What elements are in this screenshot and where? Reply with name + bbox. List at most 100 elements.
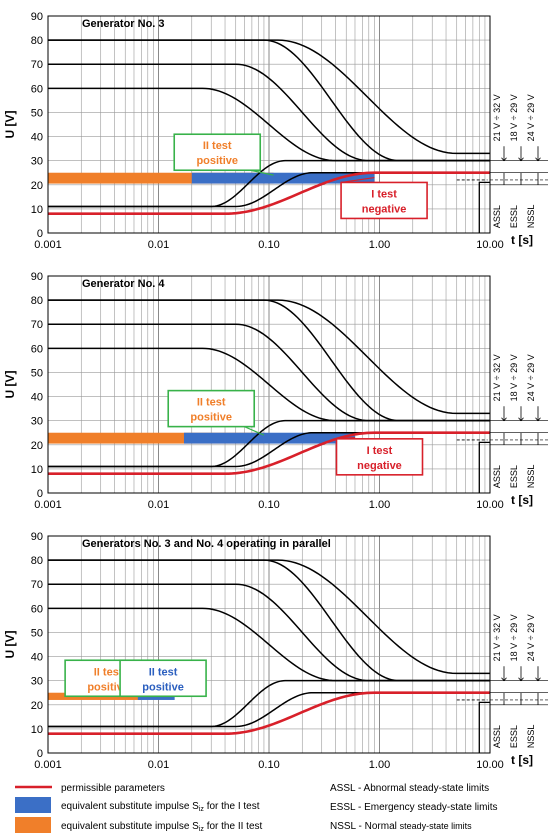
y-tick-label: 40 xyxy=(31,132,43,144)
label-line1: II test xyxy=(203,140,232,152)
limits-annotation: 21 V ÷ 32 V ASSL 18 V ÷ 29 V ESSL 24 V ÷ 29 … xyxy=(490,536,548,753)
chart-panel-2: 21 V ÷ 32 V ASSL 18 V ÷ 29 V ESSL 24 V ÷ 29 … xyxy=(3,271,548,511)
y-tick-label: 60 xyxy=(31,83,43,95)
x-tick-label: 10.00 xyxy=(476,759,504,771)
limit-name-label: NSSL xyxy=(526,725,536,749)
label-line2: negative xyxy=(362,203,407,215)
x-tick-label: 0.001 xyxy=(34,239,62,251)
x-axis-label: t [s] xyxy=(511,753,533,767)
legend-impulse-II-swatch xyxy=(15,817,51,833)
lower-step-line xyxy=(478,701,490,753)
label-pointer xyxy=(340,176,375,184)
upper-limit-curve xyxy=(48,559,490,682)
chart-panel-1: 21 V ÷ 32 V ASSL 18 V ÷ 29 V ESSL 24 V ÷ 29 … xyxy=(3,11,548,251)
limit-name-label: ESSL xyxy=(509,465,519,488)
legend-nssl-label: NSSL - Normal steady-state limits xyxy=(330,821,472,832)
upper-limit-curve xyxy=(48,39,490,162)
y-tick-label: 80 xyxy=(31,35,43,47)
y-tick-label: 80 xyxy=(31,295,43,307)
upper-limit-curve xyxy=(48,299,490,422)
legend-text-part: equivalent substitute impulse S xyxy=(61,801,199,812)
lower-step-line xyxy=(478,181,490,233)
legend-text-part: iz xyxy=(199,806,205,813)
y-axis-label: U [V] xyxy=(3,631,17,659)
limit-name-label: ASSL xyxy=(492,725,502,748)
x-axis-label: t [s] xyxy=(511,493,533,507)
range-label: 24 V ÷ 29 V xyxy=(526,94,536,141)
upper-limit-curve xyxy=(48,299,490,415)
label-line2: negative xyxy=(357,460,402,472)
permissible-curve xyxy=(48,171,490,216)
label-line1: I test xyxy=(367,445,393,457)
chart-title: Generator No. 3 xyxy=(82,18,165,30)
x-tick-label: 10.00 xyxy=(476,499,504,511)
impulse-II-bar xyxy=(48,432,264,444)
limit-name-label: NSSL xyxy=(526,465,536,489)
y-tick-label: 50 xyxy=(31,107,43,119)
lower-limit-curve xyxy=(48,691,490,728)
permissible-curve xyxy=(48,431,490,476)
plot-frame xyxy=(47,535,491,754)
impulse-I-bar xyxy=(191,172,375,184)
x-tick-label: 0.01 xyxy=(148,759,169,771)
label-box xyxy=(335,438,424,476)
upper-limit-curve xyxy=(48,87,490,162)
legend: permissible parameters equivalent substit… xyxy=(15,783,497,833)
legend-impulse-II-label: equivalent substitute impulse Siz for th… xyxy=(61,821,263,833)
arrow-head xyxy=(501,677,507,682)
limits-strip xyxy=(490,536,548,753)
y-tick-label: 40 xyxy=(31,392,43,404)
y-tick-label: 70 xyxy=(31,579,43,591)
label-box xyxy=(119,659,207,698)
range-label: 21 V ÷ 32 V xyxy=(492,614,502,661)
label-line1: I test xyxy=(371,188,397,200)
label-line2: positive xyxy=(87,681,129,693)
x-tick-label: 0.001 xyxy=(34,759,62,771)
legend-permissible-label: permissible parameters xyxy=(61,783,165,794)
y-tick-label: 0 xyxy=(37,748,43,760)
impulse-II-bar xyxy=(48,172,274,184)
legend-text-part: steady-state limits xyxy=(400,821,473,831)
y-tick-label: 50 xyxy=(31,367,43,379)
permissible-curve xyxy=(48,691,490,736)
x-tick-label: 0.01 xyxy=(148,239,169,251)
chart-title: Generators No. 3 and No. 4 operating in … xyxy=(82,538,331,550)
range-label: 21 V ÷ 32 V xyxy=(492,94,502,141)
arrow-head xyxy=(518,677,524,682)
limit-name-label: ASSL xyxy=(492,205,502,228)
range-label: 18 V ÷ 29 V xyxy=(509,354,519,401)
y-tick-label: 40 xyxy=(31,652,43,664)
plot-frame xyxy=(47,275,491,494)
lower-limit-curve xyxy=(48,159,490,208)
limit-name-label: ASSL xyxy=(492,465,502,488)
x-tick-label: 0.001 xyxy=(34,499,62,511)
range-label: 24 V ÷ 29 V xyxy=(526,614,536,661)
y-tick-label: 30 xyxy=(31,156,43,168)
upper-limit-curve xyxy=(48,607,490,682)
y-tick-label: 90 xyxy=(31,271,43,283)
lower-limit-curve xyxy=(48,431,490,468)
arrow-head xyxy=(535,157,541,162)
chart-panel-3: 21 V ÷ 32 V ASSL 18 V ÷ 29 V ESSL 24 V ÷ 29 … xyxy=(3,531,548,771)
range-label: 18 V ÷ 29 V xyxy=(509,94,519,141)
y-tick-label: 50 xyxy=(31,627,43,639)
x-tick-label: 1.00 xyxy=(369,499,390,511)
legend-text-part: NSSL - Normal xyxy=(330,821,400,832)
y-tick-label: 90 xyxy=(31,531,43,543)
upper-limit-curve xyxy=(48,347,490,422)
chart-title: Generator No. 4 xyxy=(82,278,165,290)
legend-impulse-I-swatch xyxy=(15,797,51,813)
x-tick-label: 0.10 xyxy=(258,239,279,251)
impulse-I-bar xyxy=(183,432,355,444)
y-tick-label: 30 xyxy=(31,676,43,688)
y-tick-label: 70 xyxy=(31,59,43,71)
lower-limit-curve xyxy=(48,679,490,728)
legend-assl-label: ASSL - Abnormal steady-state limits xyxy=(330,783,489,794)
range-label: 18 V ÷ 29 V xyxy=(509,614,519,661)
y-tick-label: 60 xyxy=(31,343,43,355)
x-tick-label: 10.00 xyxy=(476,239,504,251)
y-tick-label: 10 xyxy=(31,464,43,476)
arrow-head xyxy=(518,417,524,422)
y-tick-label: 70 xyxy=(31,319,43,331)
